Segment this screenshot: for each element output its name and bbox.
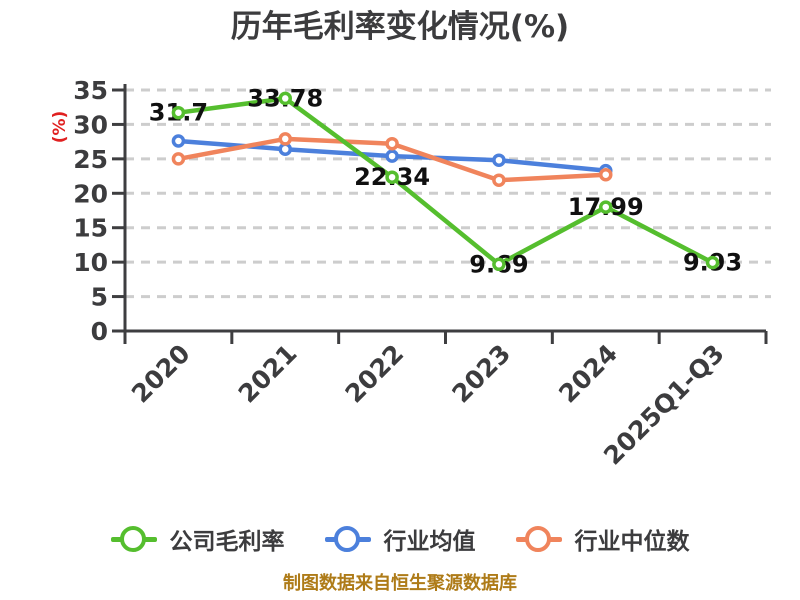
chart-legend: 公司毛利率 行业均值 行业中位数 — [0, 522, 800, 556]
svg-text:20: 20 — [73, 179, 108, 208]
axes — [112, 84, 768, 344]
y-tick-labels: 0 5 10 15 20 25 30 35 — [73, 76, 108, 346]
svg-text:2021: 2021 — [233, 339, 303, 409]
y-gridlines — [125, 88, 771, 299]
svg-text:25: 25 — [73, 145, 108, 174]
legend-dot-orange-icon — [524, 525, 551, 552]
legend-marker-green-icon — [110, 525, 157, 553]
value-labels: 31.733.7822.349.6917.999.93 — [149, 84, 742, 278]
legend-item-industry-median: 行业中位数 — [515, 522, 690, 556]
legend-marker-orange-icon — [515, 525, 562, 553]
legend-item-industry-mean: 行业均值 — [324, 522, 476, 556]
legend-label-industry-mean: 行业均值 — [383, 529, 476, 555]
svg-text:15: 15 — [73, 214, 108, 243]
legend-dot-blue-icon — [333, 525, 360, 552]
data-source-note: 制图数据来自恒生聚源数据库 — [283, 573, 517, 594]
legend-label-company-gross-margin: 公司毛利率 — [169, 529, 285, 555]
svg-text:35: 35 — [73, 76, 108, 105]
svg-text:10: 10 — [73, 248, 108, 277]
chart-title: 历年毛利率变化情况(%) — [230, 9, 570, 45]
svg-text:2022: 2022 — [340, 339, 410, 409]
svg-text:0: 0 — [91, 317, 108, 346]
data-point-markers — [171, 91, 720, 272]
legend-item-company-gross-margin: 公司毛利率 — [110, 522, 285, 556]
svg-text:5: 5 — [91, 283, 108, 312]
legend-label-industry-median: 行业中位数 — [574, 529, 690, 555]
svg-text:30: 30 — [73, 110, 108, 139]
legend-dot-green-icon — [119, 525, 146, 552]
svg-text:2024: 2024 — [553, 339, 623, 409]
legend-marker-blue-icon — [324, 525, 371, 553]
series-line-0 — [176, 96, 715, 267]
svg-text:2020: 2020 — [126, 339, 196, 409]
svg-text:2023: 2023 — [446, 339, 516, 409]
